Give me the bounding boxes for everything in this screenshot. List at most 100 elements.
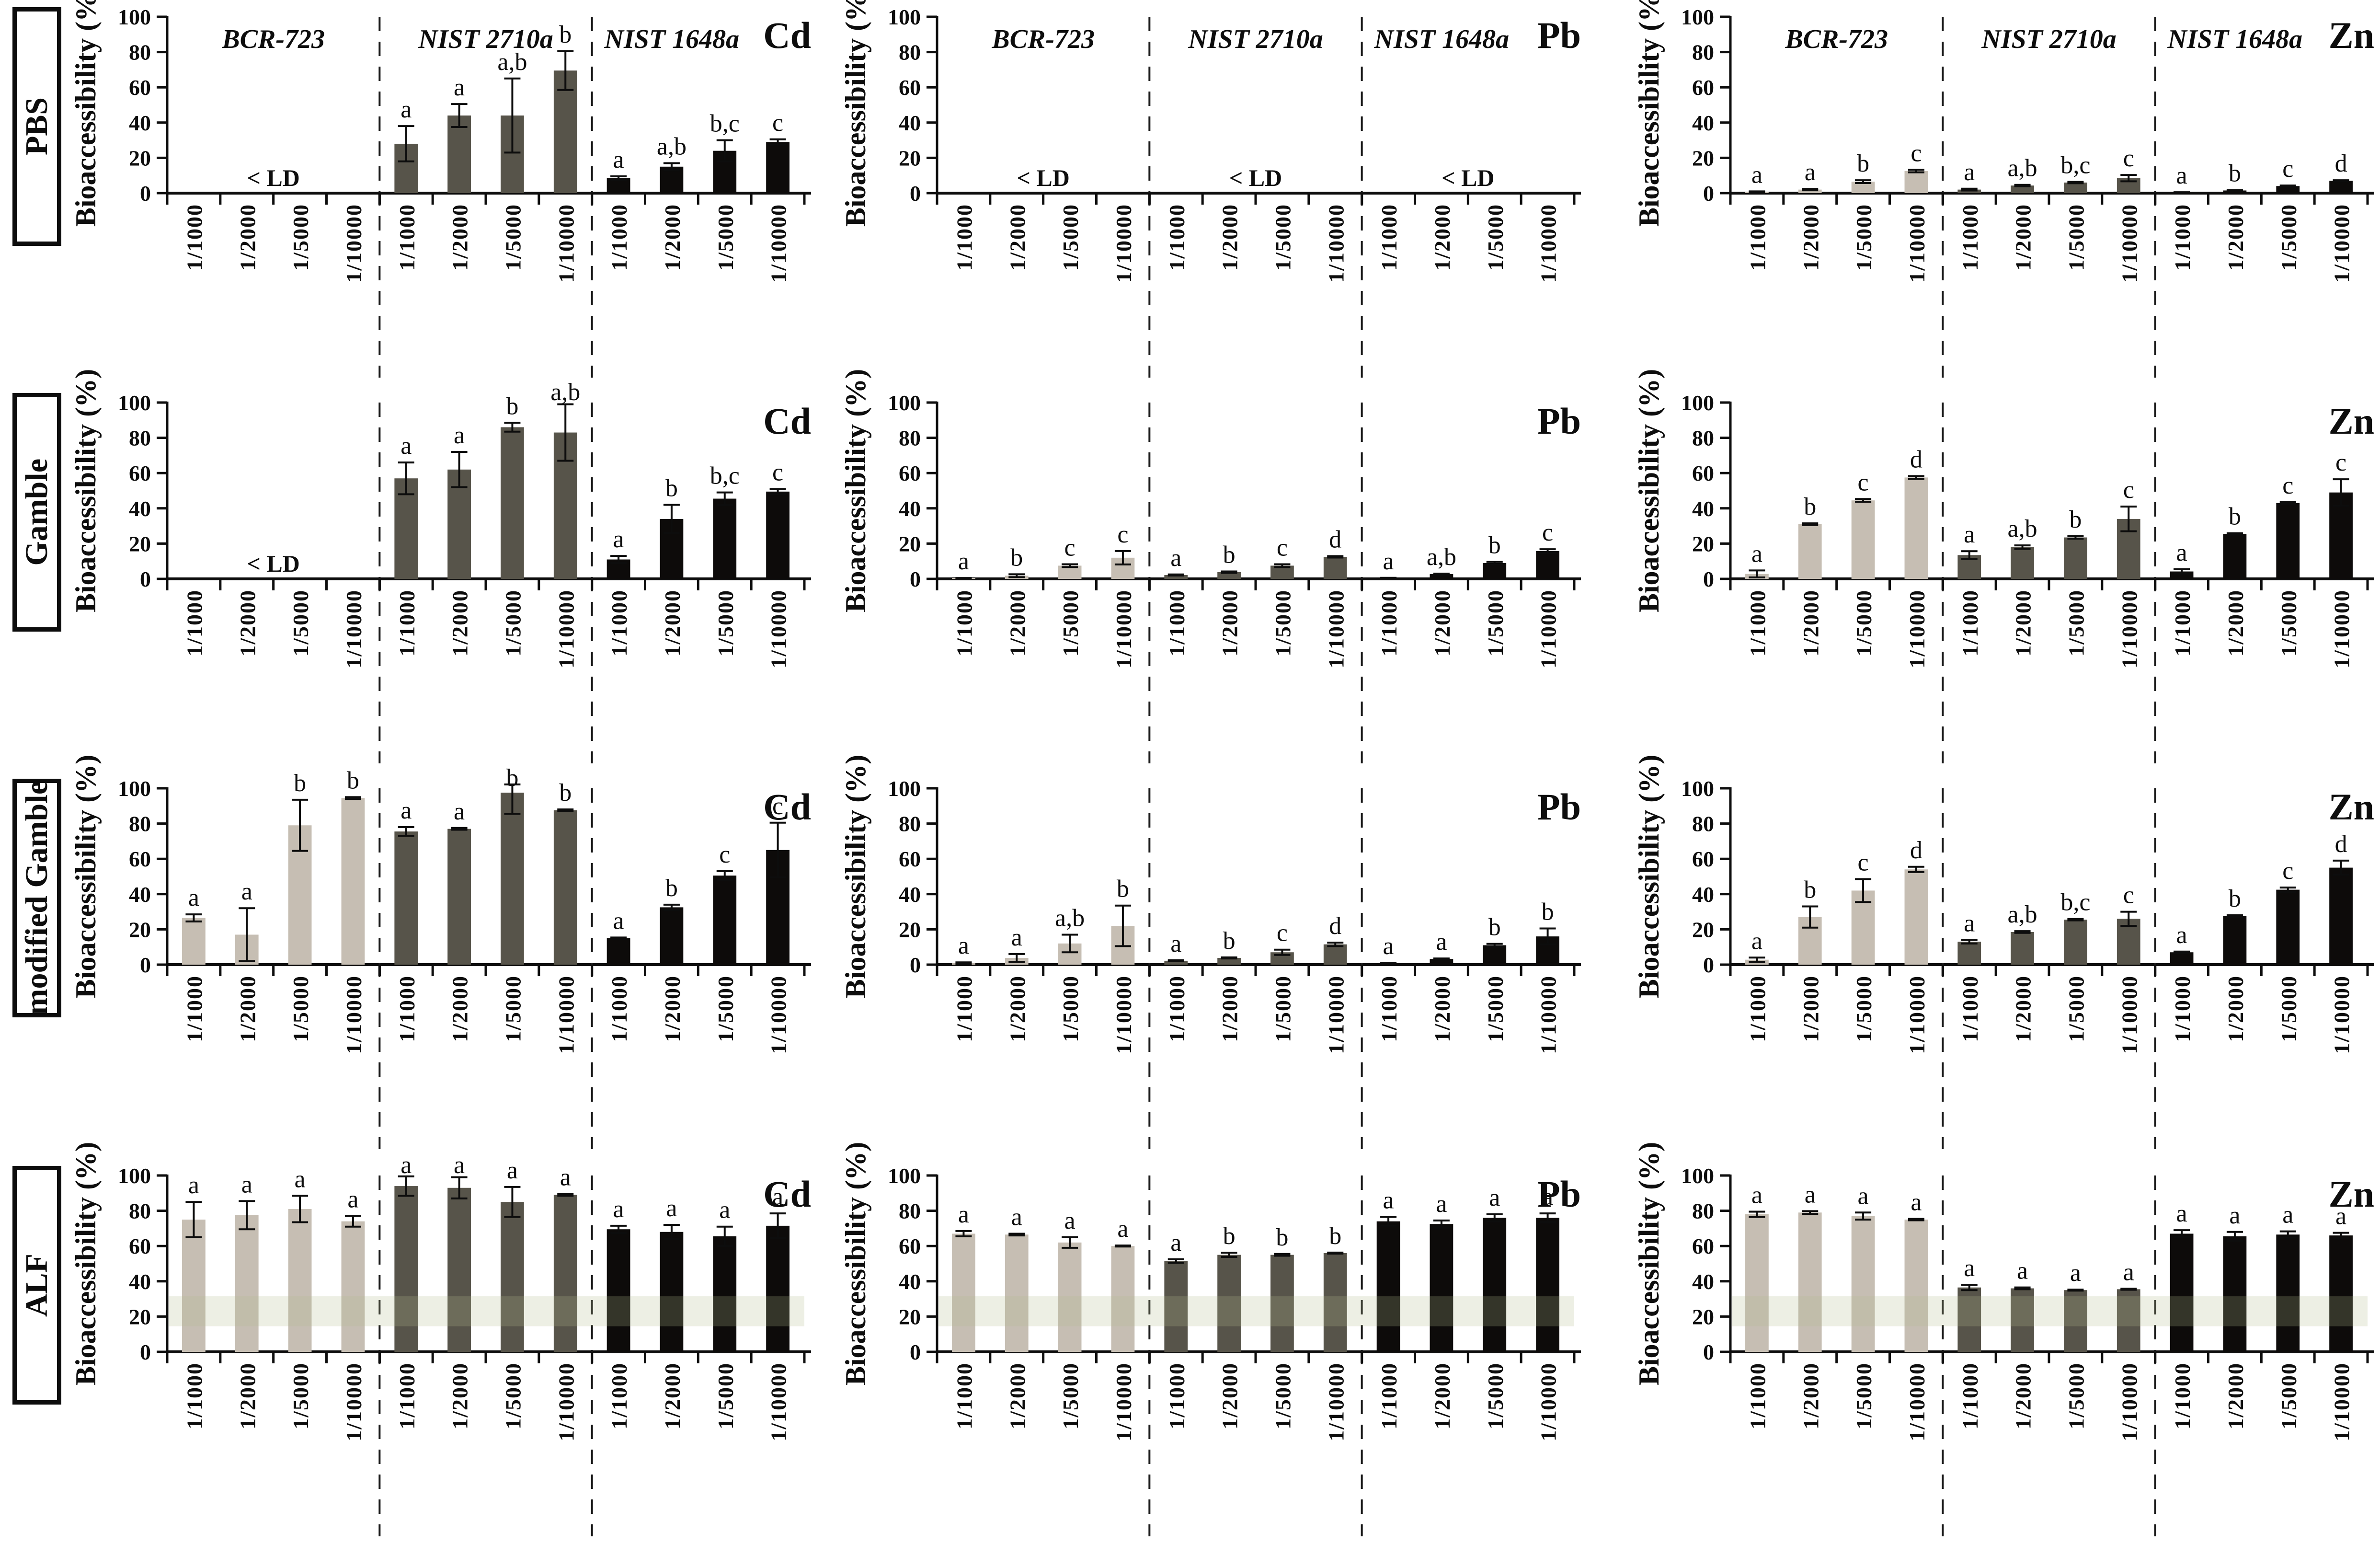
- significance-letter: c: [2335, 449, 2346, 476]
- x-tick-label: 1/10000: [1536, 589, 1561, 668]
- x-tick-label: 1/10000: [2330, 204, 2354, 283]
- significance-letter: b: [506, 764, 518, 792]
- significance-letter: a: [1011, 924, 1022, 951]
- significance-letter: a: [1383, 548, 1394, 575]
- y-axis-title: Bioaccessibility (%): [840, 0, 871, 227]
- significance-letter: d: [2335, 830, 2347, 858]
- x-tick-label: 1/2000: [1218, 204, 1242, 271]
- group-title: BCR-723: [991, 24, 1095, 54]
- significance-letter: b,c: [710, 462, 740, 490]
- y-tick-label: 40: [1692, 111, 1714, 135]
- x-tick-label: 1/10000: [2330, 589, 2354, 668]
- y-tick-label: 40: [129, 111, 151, 135]
- x-tick-label: 1/10000: [1111, 589, 1136, 668]
- x-tick-label: 1/2000: [2011, 975, 2036, 1042]
- row-label-gamble: Gamble: [12, 393, 61, 632]
- y-tick-label: 0: [140, 181, 151, 206]
- x-tick-label: 1/5000: [1852, 204, 1876, 271]
- bar-nist-1648a-1-1000: [606, 1229, 630, 1352]
- y-tick-label: 80: [899, 426, 921, 450]
- significance-letter: a: [958, 1201, 969, 1228]
- x-tick-label: 1/10000: [2117, 204, 2141, 283]
- y-tick-label: 40: [899, 882, 921, 907]
- significance-letter: c: [772, 459, 783, 486]
- significance-letter: b: [1223, 1222, 1236, 1250]
- row-label-modified-gamble: modified Gamble: [12, 779, 61, 1017]
- y-tick-label: 100: [118, 391, 151, 415]
- x-tick-label: 1/5000: [2064, 1362, 2088, 1429]
- bar-nist-1648a-1-5000: [1483, 563, 1507, 579]
- x-tick-label: 1/10000: [1536, 975, 1561, 1054]
- x-tick-label: 1/1000: [395, 975, 419, 1042]
- x-tick-label: 1/1000: [1377, 204, 1401, 271]
- x-tick-label: 1/1000: [2170, 1362, 2195, 1429]
- y-axis-title: Bioaccessibility (%): [70, 0, 102, 227]
- x-tick-label: 1/5000: [1852, 1362, 1876, 1429]
- bar-nist-2710a-1-5000: [1270, 1255, 1294, 1352]
- bar-nist-2710a-1-1000: [1164, 960, 1188, 965]
- bar-nist-1648a-1-5000: [713, 876, 737, 965]
- significance-letter: c: [2282, 472, 2293, 499]
- x-tick-label: 1/1000: [1377, 1362, 1401, 1429]
- x-tick-label: 1/10000: [1324, 975, 1348, 1054]
- significance-letter: a,b: [550, 379, 580, 406]
- x-tick-label: 1/1000: [1745, 204, 1770, 271]
- bar-nist-1648a-1-1000: [606, 938, 630, 965]
- y-axis-title: Bioaccessibility (%): [1633, 1142, 1665, 1385]
- x-tick-label: 1/5000: [1270, 589, 1295, 657]
- y-tick-label: 80: [129, 1199, 151, 1223]
- significance-letter: a: [958, 932, 969, 959]
- bar-nist-1648a-1-5000: [1483, 1218, 1507, 1352]
- x-tick-label: 1/1000: [607, 589, 631, 657]
- bar-nist-2710a-1-1000: [394, 1186, 418, 1352]
- y-tick-label: 80: [899, 40, 921, 65]
- bar-nist-1648a-1-10000: [2329, 1235, 2353, 1352]
- x-tick-label: 1/2000: [1798, 1362, 1823, 1429]
- bar-nist-1648a-1-10000: [1536, 1218, 1559, 1352]
- x-tick-label: 1/10000: [1536, 1362, 1561, 1441]
- x-tick-label: 1/5000: [501, 975, 525, 1042]
- x-tick-label: 1/2000: [235, 589, 260, 657]
- y-tick-label: 60: [129, 1234, 151, 1258]
- significance-letter: a: [1751, 161, 1762, 188]
- bar-nist-2710a-1-5000: [501, 427, 524, 579]
- x-tick-label: 1/5000: [501, 204, 525, 271]
- significance-letter: b: [1329, 1222, 1341, 1250]
- x-tick-label: 1/2000: [2011, 204, 2036, 271]
- y-tick-label: 20: [899, 1304, 921, 1329]
- x-tick-label: 1/5000: [1058, 1362, 1083, 1429]
- x-tick-label: 1/1000: [182, 1362, 206, 1429]
- x-tick-label: 1/2000: [448, 1362, 472, 1429]
- significance-letter: a: [2017, 1257, 2028, 1285]
- x-tick-label: 1/1000: [1958, 975, 1982, 1042]
- group-title: NIST 1648a: [1374, 24, 1510, 54]
- bar-nist-2710a-1-2000: [2011, 932, 2034, 965]
- y-tick-label: 80: [1692, 426, 1714, 450]
- x-tick-label: 1/10000: [1905, 975, 1929, 1054]
- x-tick-label: 1/2000: [2011, 1362, 2036, 1429]
- bar-nist-1648a-1-10000: [2329, 492, 2353, 579]
- significance-letter: a: [1011, 1203, 1022, 1231]
- metal-label: Cd: [763, 400, 811, 442]
- bar-bcr-723-1-2000: [1798, 1212, 1822, 1352]
- x-tick-label: 1/10000: [1324, 204, 1348, 283]
- bar-nist-1648a-1-10000: [1536, 551, 1559, 579]
- metal-label: Zn: [2329, 400, 2374, 442]
- bar-nist-1648a-1-2000: [2223, 916, 2247, 965]
- significance-letter: a: [2229, 1202, 2240, 1229]
- y-tick-label: 20: [899, 146, 921, 170]
- y-tick-label: 20: [129, 1304, 151, 1329]
- x-tick-label: 1/10000: [1324, 1362, 1348, 1441]
- significance-letter: a: [666, 1195, 677, 1222]
- y-axis-title: Bioaccessibility (%): [1633, 755, 1665, 998]
- y-tick-label: 0: [1703, 181, 1714, 206]
- significance-letter: a: [1170, 930, 1181, 957]
- significance-letter: a: [1964, 910, 1975, 937]
- significance-letter: c: [2282, 857, 2293, 885]
- bar-nist-1648a-1-5000: [2276, 1234, 2300, 1352]
- y-tick-label: 100: [118, 1164, 151, 1188]
- significance-letter: b,c: [2060, 889, 2090, 916]
- x-tick-label: 1/1000: [952, 589, 976, 657]
- significance-letter: b: [1117, 876, 1129, 903]
- y-tick-label: 20: [1692, 531, 1714, 556]
